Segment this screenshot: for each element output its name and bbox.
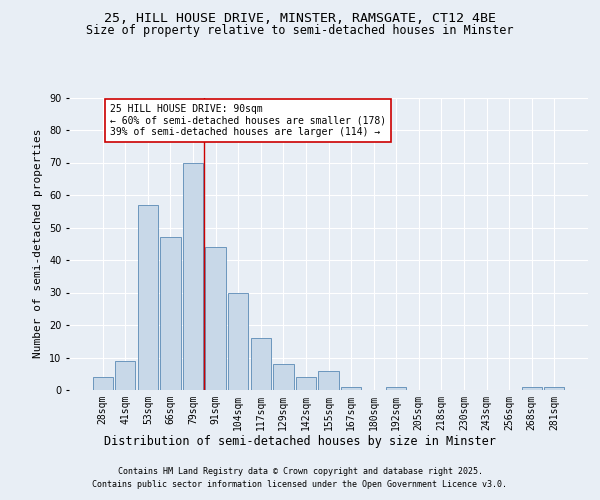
- Bar: [521, 387, 542, 390]
- Bar: [273, 364, 293, 390]
- Bar: [228, 292, 248, 390]
- Bar: [296, 377, 316, 390]
- Bar: [341, 387, 361, 390]
- Bar: [183, 162, 203, 390]
- Y-axis label: Number of semi-detached properties: Number of semi-detached properties: [34, 129, 43, 358]
- Text: Contains HM Land Registry data © Crown copyright and database right 2025.: Contains HM Land Registry data © Crown c…: [118, 467, 482, 476]
- Text: 25, HILL HOUSE DRIVE, MINSTER, RAMSGATE, CT12 4BE: 25, HILL HOUSE DRIVE, MINSTER, RAMSGATE,…: [104, 12, 496, 26]
- Bar: [544, 387, 565, 390]
- Text: Distribution of semi-detached houses by size in Minster: Distribution of semi-detached houses by …: [104, 435, 496, 448]
- Bar: [138, 205, 158, 390]
- Bar: [115, 361, 136, 390]
- Bar: [251, 338, 271, 390]
- Text: 25 HILL HOUSE DRIVE: 90sqm
← 60% of semi-detached houses are smaller (178)
39% o: 25 HILL HOUSE DRIVE: 90sqm ← 60% of semi…: [110, 104, 386, 137]
- Bar: [205, 247, 226, 390]
- Bar: [386, 387, 406, 390]
- Bar: [160, 238, 181, 390]
- Text: Contains public sector information licensed under the Open Government Licence v3: Contains public sector information licen…: [92, 480, 508, 489]
- Text: Size of property relative to semi-detached houses in Minster: Size of property relative to semi-detach…: [86, 24, 514, 37]
- Bar: [319, 370, 338, 390]
- Bar: [92, 377, 113, 390]
